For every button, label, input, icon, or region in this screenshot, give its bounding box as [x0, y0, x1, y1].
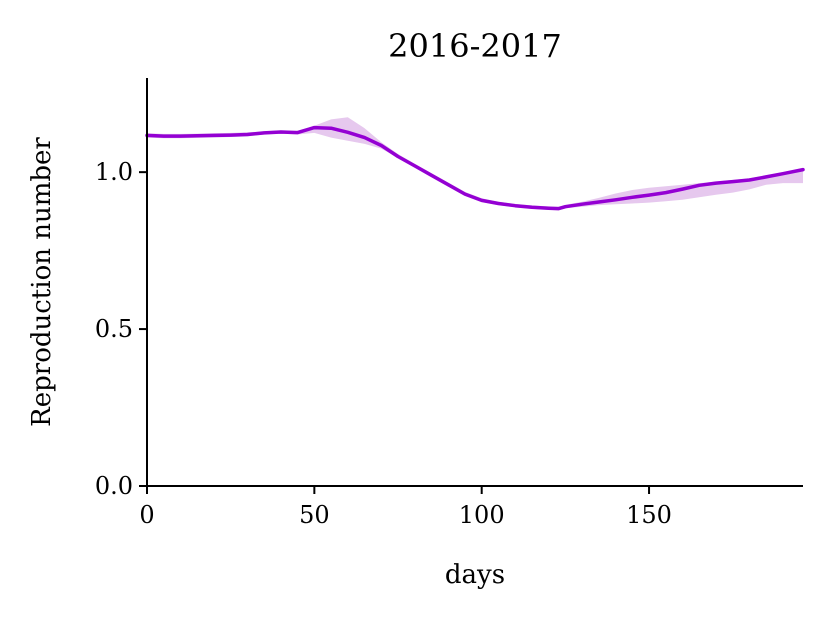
- y-tick-label: 0.0: [95, 472, 133, 500]
- x-axis-label: days: [445, 560, 505, 590]
- series-line: [145, 125, 805, 211]
- x-tick-label: 150: [626, 501, 672, 529]
- y-tick-label: 0.5: [95, 315, 133, 343]
- y-tick-label: 1.0: [95, 158, 133, 186]
- plot-area: 0 50 100 150 0.0 0.5 1.0: [95, 78, 805, 529]
- chart-title: 2016-2017: [388, 27, 562, 65]
- x-tick-label: 100: [459, 501, 505, 529]
- y-axis-label: Reproduction number: [27, 137, 57, 427]
- x-tick-label: 50: [299, 501, 330, 529]
- x-tick-label: 0: [139, 501, 154, 529]
